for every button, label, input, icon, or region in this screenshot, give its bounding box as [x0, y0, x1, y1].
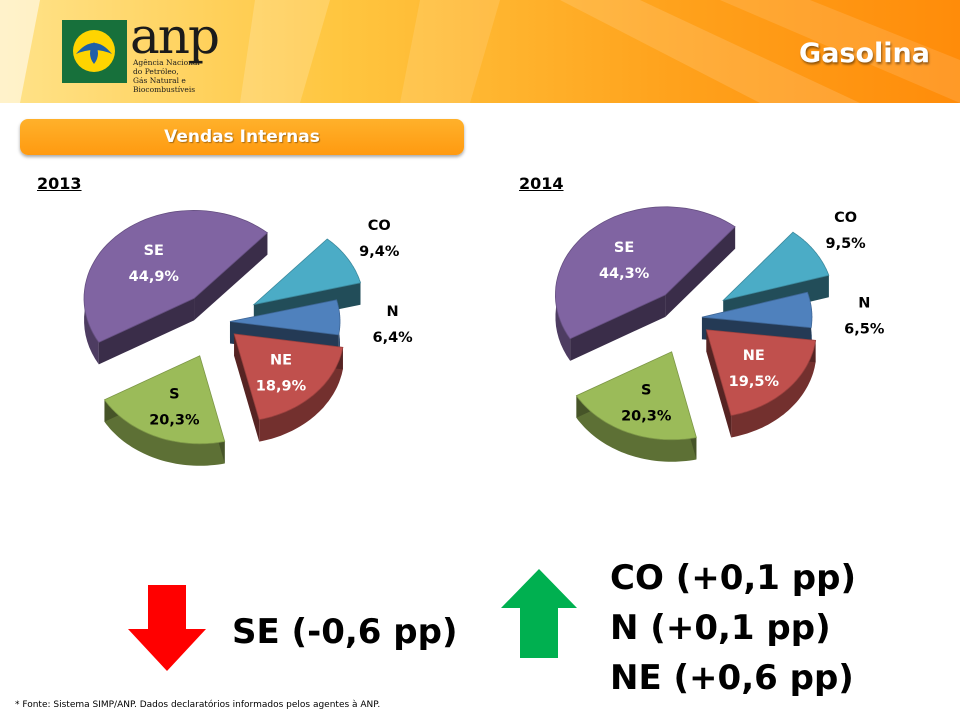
slice-value-SE: 44,3%	[599, 266, 650, 282]
section-tab: Vendas Internas	[20, 119, 464, 155]
slice-value-NE: 18,9%	[256, 379, 307, 395]
brand-wordmark: anp	[130, 7, 220, 65]
slice-S	[103, 355, 226, 445]
slice-name-SE: SE	[614, 240, 634, 256]
slice-value-N: 6,5%	[844, 322, 885, 338]
slice-wall-SE	[98, 298, 195, 365]
slice-wall2-NE	[706, 329, 732, 438]
change-increase-list: CO (+0,1 pp) N (+0,1 pp) NE (+0,6 pp)	[610, 553, 856, 703]
slice-NE	[705, 329, 817, 416]
down-arrow-icon	[128, 585, 206, 671]
slice-name-CO: CO	[368, 218, 391, 234]
slice-wall-SE	[570, 294, 666, 361]
slice-N	[701, 291, 813, 329]
up-arrow-icon	[501, 569, 577, 658]
brand-subtitle: Agência Nacional do Petróleo, Gás Natura…	[133, 58, 200, 94]
pie-chart-2014: SE 44,3% CO 9,5% N 6,5% NE 19,5% S 20,3%	[554, 206, 885, 462]
slice-name-S: S	[169, 387, 179, 403]
slice-value-CO: 9,5%	[825, 236, 866, 252]
slice-value-S: 20,3%	[149, 413, 200, 429]
slice-SE	[83, 209, 269, 343]
slice-name-N: N	[858, 296, 870, 312]
slice-name-NE: NE	[743, 348, 765, 364]
slice-name-S: S	[641, 383, 651, 399]
slice-wall2-NE	[234, 333, 260, 442]
footnote: * Fonte: Sistema SIMP/ANP. Dados declara…	[15, 700, 381, 710]
slice-value-N: 6,4%	[373, 330, 414, 346]
slice-N	[229, 299, 341, 336]
pie-charts: SE 44,9% CO 9,4% N 6,4% NE 18,9% S 20,3% SE 44,3% CO…	[83, 206, 885, 466]
slice-name-SE: SE	[144, 243, 164, 259]
change-se: SE (-0,6 pp)	[232, 612, 458, 652]
slice-value-NE: 19,5%	[729, 374, 780, 390]
slice-side-NE	[259, 347, 343, 442]
slice-side-S	[104, 399, 225, 466]
slice-value-SE: 44,9%	[129, 269, 180, 285]
slice-S	[575, 351, 697, 441]
pie-chart-2013: SE 44,9% CO 9,4% N 6,4% NE 18,9% S 20,3%	[83, 209, 414, 466]
slice-SE	[554, 206, 736, 340]
slice-wall2-SE	[665, 226, 736, 317]
header-decoration	[0, 0, 960, 103]
slice-CO	[252, 238, 362, 306]
year-label-2013: 2013	[37, 174, 82, 193]
anp-logo	[62, 20, 127, 83]
slice-value-S: 20,3%	[621, 409, 672, 425]
change-n: N (+0,1 pp)	[610, 608, 831, 648]
header-banner: anp Agência Nacional do Petróleo, Gás Na…	[0, 0, 960, 103]
slice-name-N: N	[387, 304, 399, 320]
slice-wall2-SE	[194, 232, 268, 321]
page-title: Gasolina	[799, 38, 930, 69]
slice-CO	[722, 231, 830, 302]
year-label-2014: 2014	[519, 174, 564, 193]
slice-side-NE	[731, 340, 816, 438]
slice-side-S	[576, 395, 697, 462]
change-co: CO (+0,1 pp)	[610, 558, 857, 598]
slice-NE	[233, 333, 344, 421]
slice-value-CO: 9,4%	[359, 244, 400, 260]
slice-name-NE: NE	[270, 353, 292, 369]
slice-name-CO: CO	[834, 210, 857, 226]
change-ne: NE (+0,6 pp)	[610, 658, 854, 698]
